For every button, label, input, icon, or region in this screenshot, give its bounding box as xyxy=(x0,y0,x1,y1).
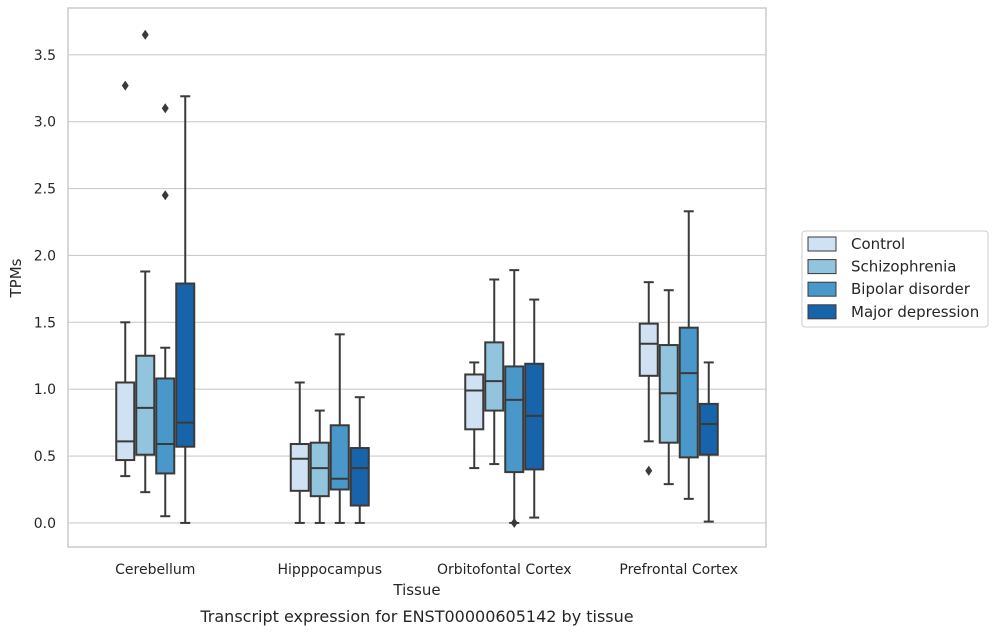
box-major-depression xyxy=(349,396,370,524)
y-tick-labels: 0.0 0.5 1.0 1.5 2.0 2.5 3.0 3.5 xyxy=(34,48,56,532)
outlier-point xyxy=(161,190,169,201)
legend-swatch xyxy=(807,304,837,320)
box-body xyxy=(175,282,196,448)
legend-swatch xyxy=(807,236,837,252)
x-axis-label: Tissue xyxy=(392,581,440,599)
box-schizophrenia xyxy=(135,29,156,494)
box-body xyxy=(289,443,310,492)
y-tick-label: 2.5 xyxy=(34,182,56,198)
x-tick-labels: Cerebellum Hipppocampus Orbitofontal Corte… xyxy=(115,562,738,578)
plot-area-frame xyxy=(67,7,767,548)
x-tick-label: Cerebellum xyxy=(115,562,195,578)
outlier-point xyxy=(121,80,129,91)
box-bipolar-disorder xyxy=(504,269,525,528)
y-tick-label: 2.0 xyxy=(34,248,56,264)
box-major-depression xyxy=(698,361,719,523)
box-body xyxy=(698,402,719,456)
box-body xyxy=(484,341,505,412)
box-series xyxy=(115,29,719,528)
y-tick-label: 1.0 xyxy=(34,382,56,398)
legend-label: Control xyxy=(851,235,905,253)
x-tick-label: Orbitofontal Cortex xyxy=(437,562,572,578)
box-control xyxy=(289,381,310,524)
box-bipolar-disorder xyxy=(155,103,176,518)
box-bipolar-disorder xyxy=(678,210,699,500)
chart-caption: Transcript expression for ENST0000060514… xyxy=(199,607,633,626)
outlier-point xyxy=(645,465,653,476)
y-tick-label: 3.5 xyxy=(34,48,56,64)
box-body xyxy=(309,441,330,498)
box-body xyxy=(135,354,156,456)
box-schizophrenia xyxy=(658,289,679,486)
y-axis-label: TPMs xyxy=(7,258,25,298)
y-tick-label: 3.0 xyxy=(34,115,56,131)
legend-swatch xyxy=(807,281,837,297)
box-body xyxy=(504,365,525,474)
box-major-depression xyxy=(175,95,196,524)
legend-label: Major depression xyxy=(851,303,979,321)
outlier-point xyxy=(161,103,169,114)
x-tick-label: Prefrontal Cortex xyxy=(619,562,738,578)
box-schizophrenia xyxy=(484,278,505,466)
y-tick-label: 1.5 xyxy=(34,315,56,331)
y-tick-label: 0.0 xyxy=(34,516,56,532)
box-control xyxy=(638,281,659,476)
box-body xyxy=(464,373,485,431)
legend-label: Schizophrenia xyxy=(851,258,956,276)
box-control xyxy=(464,361,485,470)
outlier-point xyxy=(510,517,518,528)
legend-frame xyxy=(801,230,989,328)
legend: Control Schizophrenia Bipolar disorder Majo… xyxy=(801,230,989,328)
box-control xyxy=(115,80,136,478)
box-major-depression xyxy=(524,298,545,519)
y-tick-label: 0.5 xyxy=(34,449,56,465)
legend-swatch xyxy=(807,259,837,275)
box-schizophrenia xyxy=(309,409,330,524)
box-body xyxy=(638,322,659,377)
x-tick-label: Hipppocampus xyxy=(277,562,382,578)
box-bipolar-disorder xyxy=(329,333,350,524)
box-body xyxy=(329,424,350,491)
outlier-point xyxy=(141,29,149,40)
box-body xyxy=(678,326,699,459)
legend-label: Bipolar disorder xyxy=(851,280,971,298)
box-body xyxy=(115,381,136,462)
box-body xyxy=(349,447,370,507)
box-body xyxy=(155,377,176,475)
